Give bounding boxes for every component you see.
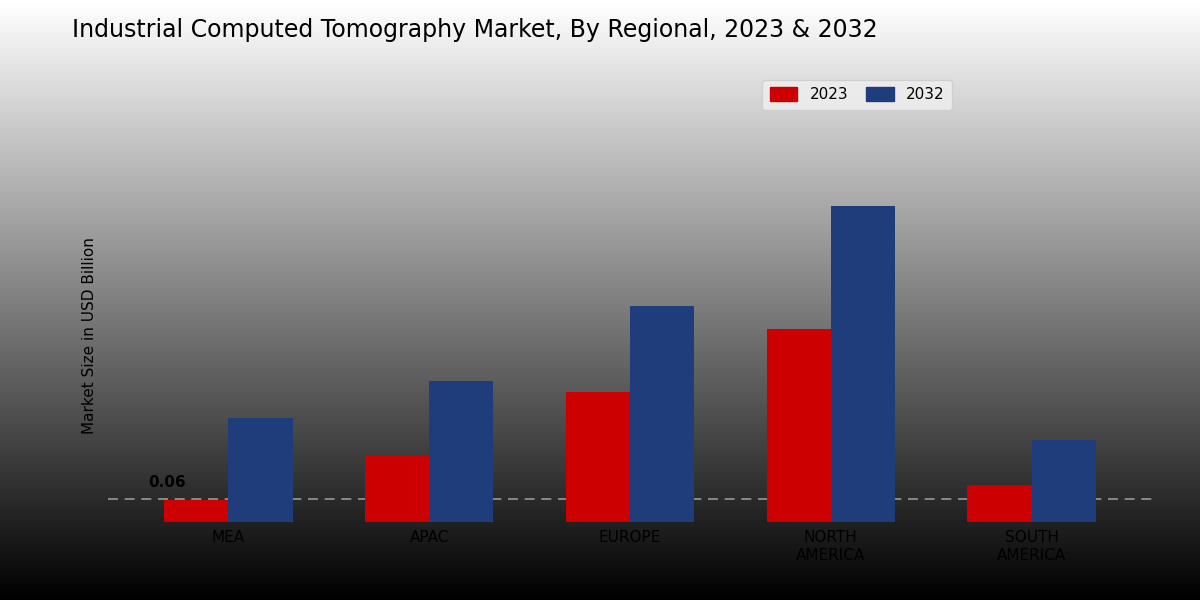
Bar [830,206,895,522]
Bar [365,455,430,522]
Bar [1032,440,1096,522]
Y-axis label: Market Size in USD Billion: Market Size in USD Billion [82,238,97,434]
Text: 0.06: 0.06 [149,475,186,490]
Bar [630,306,695,522]
Legend: 2023, 2032: 2023, 2032 [762,80,953,110]
Bar [430,380,493,522]
Bar [767,329,830,522]
Text: Industrial Computed Tomography Market, By Regional, 2023 & 2032: Industrial Computed Tomography Market, B… [72,18,877,42]
Bar [164,500,228,522]
Bar [228,418,293,522]
Bar [967,485,1032,522]
Bar [565,392,630,522]
